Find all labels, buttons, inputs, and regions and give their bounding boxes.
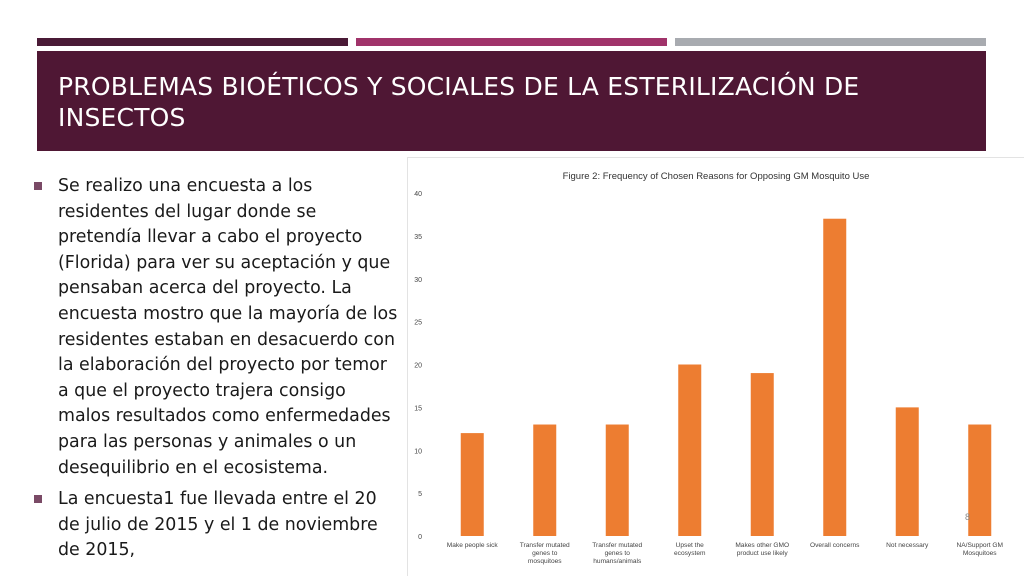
bullet-square-icon <box>34 182 42 190</box>
y-tick-label: 10 <box>414 448 422 455</box>
x-tick-label: Not necessary <box>886 542 929 549</box>
chart-title: Figure 2: Frequency of Chosen Reasons fo… <box>563 171 870 182</box>
x-axis-labels: Make people sick Transfer mutated genes to… <box>447 542 1003 565</box>
x-tick-label: NA/Support GM Mosquitoes <box>956 542 1003 557</box>
y-axis: 0 5 10 15 20 25 30 35 40 <box>414 191 422 541</box>
bullet-square-icon <box>34 495 42 504</box>
bar-chart: Figure 2: Frequency of Chosen Reasons fo… <box>414 171 1003 565</box>
x-tick-label: Overall concerns <box>810 542 860 549</box>
bar <box>968 424 992 536</box>
accent-bar-magenta <box>356 38 667 46</box>
y-tick-label: 20 <box>414 363 422 370</box>
bar <box>533 424 557 536</box>
x-tick-label: Upset the ecosystem <box>674 542 706 557</box>
y-tick-label: 15 <box>414 405 422 412</box>
x-tick-label: Makes other GMO product use likely <box>735 542 789 557</box>
y-tick-label: 35 <box>414 234 422 241</box>
bars-group <box>460 218 992 537</box>
bar <box>605 424 629 536</box>
bar <box>460 433 484 536</box>
y-tick-label: 30 <box>414 277 422 284</box>
y-tick-label: 40 <box>414 191 422 198</box>
bullet-text: Se realizo una encuesta a los residentes… <box>58 176 398 478</box>
y-tick-label: 5 <box>418 491 422 498</box>
bullet-item: La encuesta1 fue llevada entre el 20 de … <box>32 487 402 564</box>
bar <box>678 364 702 536</box>
accent-bar-dark <box>37 38 348 46</box>
bar <box>823 218 847 536</box>
slide-title: PROBLEMAS BIOÉTICOS Y SOCIALES DE LA EST… <box>58 72 860 132</box>
x-tick-label: Transfer mutated genes to humans/animals <box>592 542 642 565</box>
y-tick-label: 0 <box>418 534 422 541</box>
bullet-text: La encuesta1 fue llevada entre el 20 de … <box>58 489 378 561</box>
page-number: 8 <box>965 512 970 522</box>
bullet-item: Se realizo una encuesta a los residentes… <box>32 174 402 481</box>
slide-title-banner: PROBLEMAS BIOÉTICOS Y SOCIALES DE LA EST… <box>37 51 986 151</box>
bar <box>895 407 919 537</box>
y-tick-label: 25 <box>414 320 422 327</box>
bar <box>750 373 774 536</box>
x-tick-label: Make people sick <box>447 542 499 549</box>
x-tick-label: Transfer mutated genes to mosquitoes <box>520 542 570 565</box>
bullet-list: Se realizo una encuesta a los residentes… <box>32 174 402 570</box>
chart-panel: Figure 2: Frequency of Chosen Reasons fo… <box>407 157 1024 576</box>
accent-bar-gray <box>675 38 986 46</box>
